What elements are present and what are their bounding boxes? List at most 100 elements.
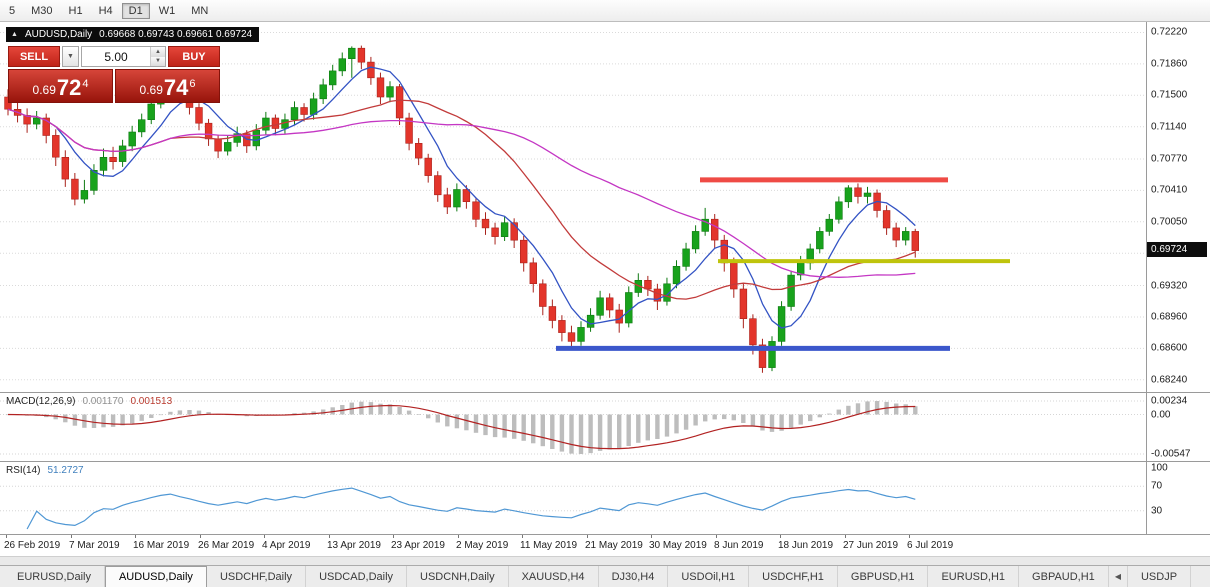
rsi-label: RSI(14) 51.2727 [6, 465, 84, 476]
tab-USDCHF,H1[interactable]: USDCHF,H1 [749, 566, 838, 587]
date-axis-label: 18 Jun 2019 [778, 540, 834, 551]
timeframe-toolbar: 5 M30 H1 H4 D1 W1 MN [0, 0, 1210, 22]
date-axis[interactable]: 26 Feb 2019 7 Mar 2019 16 Mar 2019 26 Mar 2… [0, 534, 1210, 556]
date-axis-label: 26 Mar 2019 [198, 540, 255, 551]
tab-XAUUSD,H4[interactable]: XAUUSD,H4 [509, 566, 599, 587]
rsi-axis-label: 30 [1151, 505, 1163, 517]
date-tick [458, 535, 459, 538]
timeframe-D1[interactable]: D1 [121, 2, 150, 19]
timeframe-5[interactable]: 5 [2, 3, 22, 19]
date-tick [329, 535, 330, 538]
horizontal-scrollbar[interactable] [0, 556, 1210, 565]
date-axis-label: 30 May 2019 [649, 540, 707, 551]
macd-label: MACD(12,26,9) 0.001170 0.001513 [6, 396, 172, 407]
price-axis-label: 0.68600 [1151, 342, 1188, 354]
timeframe-MN[interactable]: MN [184, 3, 215, 19]
chart-window: ▲ AUDUSD,Daily 0.69668 0.69743 0.69661 0… [0, 22, 1210, 565]
date-axis-label: 2 May 2019 [456, 540, 509, 551]
macd-axis: 0.00234 0.00 -0.00547 [1146, 393, 1210, 461]
timeframe-H1[interactable]: H1 [62, 3, 90, 19]
tab-USDOil,H1[interactable]: USDOil,H1 [668, 566, 750, 587]
date-tick [200, 535, 201, 538]
rsi-value: 51.2727 [47, 465, 84, 476]
rsi-axis-label: 100 [1151, 462, 1168, 474]
timeframe-W1[interactable]: W1 [152, 3, 183, 19]
price-axis-label: 0.70050 [1151, 216, 1188, 228]
sell-button[interactable]: SELL [8, 46, 60, 67]
price-axis-label: 0.71140 [1151, 121, 1187, 133]
date-axis-label: 7 Mar 2019 [69, 540, 120, 551]
rsi-chart-canvas[interactable] [0, 462, 1146, 535]
buy-price-pipette: 6 [189, 78, 196, 90]
date-tick [135, 535, 136, 538]
date-axis-label: 26 Feb 2019 [4, 540, 61, 551]
rsi-panel: RSI(14) 51.2727 100 70 30 [0, 461, 1210, 534]
volume-input[interactable]: 5.00 ▲ ▼ [81, 46, 166, 67]
date-axis-label: 23 Apr 2019 [391, 540, 445, 551]
price-axis-label: 0.71500 [1151, 89, 1188, 101]
price-axis-label: 0.71860 [1151, 58, 1188, 70]
macd-axis-label: 0.00234 [1151, 395, 1188, 407]
price-axis-label: 0.68240 [1151, 374, 1188, 386]
tab-AUDUSD,Daily[interactable]: AUDUSD,Daily [104, 566, 207, 587]
symbol-name: AUDUSD,Daily [24, 29, 93, 40]
tab-USDCAD,Daily[interactable]: USDCAD,Daily [306, 566, 408, 587]
tab-GBPUSD,H1[interactable]: GBPUSD,H1 [838, 566, 929, 587]
macd-histogram [5, 401, 918, 454]
price-axis-label: 0.72220 [1151, 26, 1188, 38]
current-price-badge: 0.69724 [1147, 242, 1207, 257]
collapse-icon[interactable]: ▲ [11, 31, 18, 38]
rsi-axis: 100 70 30 [1146, 462, 1210, 534]
tab-scroll-left-icon[interactable]: ◀ [1109, 566, 1128, 587]
sell-price-button[interactable]: 0.69 72 4 [8, 69, 113, 103]
price-axis-label: 0.70410 [1151, 184, 1188, 196]
tab-USDJP[interactable]: USDJP [1128, 566, 1192, 587]
macd-axis-label: -0.00547 [1151, 448, 1191, 460]
tab-GBPAUD,H1[interactable]: GBPAUD,H1 [1019, 566, 1109, 587]
rsi-axis-label: 70 [1151, 480, 1163, 492]
macd-signal-line [7, 404, 916, 450]
buy-button[interactable]: BUY [168, 46, 220, 67]
macd-axis-label: 0.00 [1151, 409, 1171, 421]
price-axis-label: 0.68960 [1151, 311, 1188, 323]
price-axis-label: 0.69320 [1151, 280, 1188, 292]
tab-DJ30,H4[interactable]: DJ30,H4 [599, 566, 669, 587]
volume-up-icon[interactable]: ▲ [151, 47, 165, 57]
volume-value[interactable]: 5.00 [104, 49, 128, 64]
tab-EURUSD,H1[interactable]: EURUSD,H1 [928, 566, 1020, 587]
macd-chart-canvas[interactable] [0, 393, 1146, 462]
date-axis-label: 8 Jun 2019 [714, 540, 764, 551]
date-tick [264, 535, 265, 538]
timeframe-H4[interactable]: H4 [92, 3, 120, 19]
tab-USDCHF,Daily[interactable]: USDCHF,Daily [207, 566, 307, 587]
buy-price-button[interactable]: 0.69 74 6 [115, 69, 220, 103]
buy-price-big: 74 [163, 75, 189, 100]
sell-price-prefix: 0.69 [32, 83, 56, 97]
date-tick [651, 535, 652, 538]
date-tick [522, 535, 523, 538]
grid-lines [0, 32, 1146, 381]
date-axis-label: 21 May 2019 [585, 540, 643, 551]
volume-down-icon[interactable]: ▼ [151, 56, 165, 66]
date-tick [587, 535, 588, 538]
symbol-ohlc-values: 0.69668 0.69743 0.69661 0.69724 [99, 29, 253, 40]
timeframe-M30[interactable]: M30 [24, 3, 59, 19]
volume-dropdown-icon[interactable]: ▼ [62, 46, 79, 67]
candles [4, 45, 920, 373]
main-chart-panel: ▲ AUDUSD,Daily 0.69668 0.69743 0.69661 0… [0, 22, 1210, 392]
price-axis[interactable]: 0.69724 0.72220 0.71860 0.71500 0.71140 0.70… [1146, 22, 1210, 392]
sell-price-big: 72 [56, 75, 82, 100]
sell-price-pipette: 4 [82, 78, 89, 90]
date-axis-label: 16 Mar 2019 [133, 540, 190, 551]
buy-price-prefix: 0.69 [139, 83, 163, 97]
tab-EURUSD,Daily[interactable]: EURUSD,Daily [4, 566, 105, 587]
date-tick [845, 535, 846, 538]
date-tick [716, 535, 717, 538]
date-tick [71, 535, 72, 538]
date-tick [393, 535, 394, 538]
date-tick [6, 535, 7, 538]
tab-USDCNH,Daily[interactable]: USDCNH,Daily [407, 566, 509, 587]
candlestick-chart-canvas[interactable] [0, 22, 1146, 392]
macd-signal-value: 0.001513 [130, 396, 173, 407]
date-tick [780, 535, 781, 538]
